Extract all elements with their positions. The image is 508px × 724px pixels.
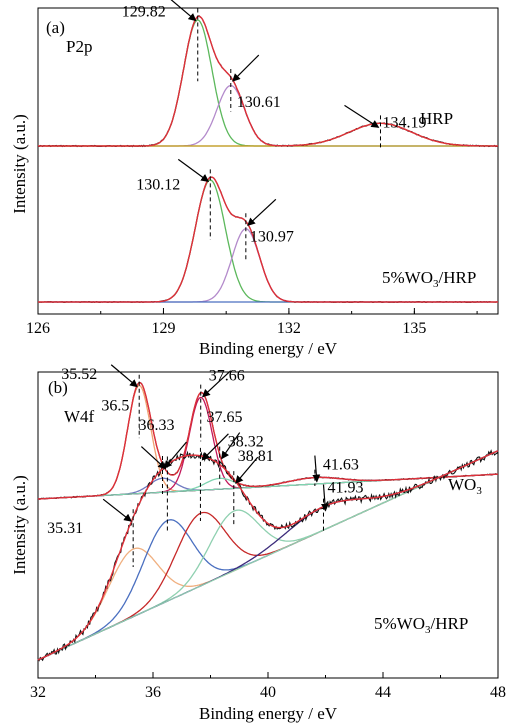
peak-label-37.66: 37.66 bbox=[209, 368, 245, 385]
peak-label-130.97: 130.97 bbox=[250, 228, 294, 245]
peak-arrow-130.97 bbox=[247, 198, 277, 226]
panel-b-annotations: 35.52 36.33 37.66 38.32 41.63 35.31 36.5 37.65 3… bbox=[47, 364, 363, 567]
background-line bbox=[45, 453, 491, 657]
x-tick-label: 129 bbox=[151, 320, 175, 337]
x-tick-label: 44 bbox=[375, 684, 391, 701]
panel-a: (a) P2p Intensity (a.u.) Binding energy … bbox=[10, 0, 499, 358]
peak-label-38.81: 38.81 bbox=[238, 448, 274, 465]
sample-label-wo3-hrp-a: 5%WO3/HRP bbox=[382, 268, 476, 290]
panel-a-core-level: P2p bbox=[66, 37, 92, 56]
peak-arrow-35.31 bbox=[102, 498, 132, 522]
panel-b-xlabel: Binding energy / eV bbox=[199, 704, 338, 723]
panel-b-label: (b) bbox=[48, 378, 68, 397]
x-tick-label: 32 bbox=[30, 684, 46, 701]
x-tick-label: 36 bbox=[145, 684, 161, 701]
peak-label-35.52: 35.52 bbox=[61, 366, 97, 383]
peak-label-35.31: 35.31 bbox=[47, 520, 83, 537]
peak-arrow-130.61 bbox=[232, 54, 260, 82]
peak-arrow-130.12 bbox=[177, 158, 210, 182]
peak-label-130.12: 130.12 bbox=[136, 176, 180, 193]
envelope-fit bbox=[38, 176, 498, 303]
peak-arrow-38.32 bbox=[221, 432, 241, 460]
x-tick-label: 132 bbox=[277, 320, 301, 337]
peak-arrow-41.63 bbox=[312, 455, 321, 483]
peak-arrow-41.93 bbox=[320, 484, 329, 512]
peak-arrow-36.33 bbox=[163, 441, 187, 469]
panel-b-curves bbox=[37, 381, 499, 662]
x-tick-label: 135 bbox=[402, 320, 426, 337]
sample-label-hrp: HRP bbox=[420, 109, 453, 128]
x-tick-label: 126 bbox=[26, 320, 50, 337]
peak-label-41.93: 41.93 bbox=[327, 480, 363, 497]
peak-arrow-38.81 bbox=[235, 456, 259, 484]
peak-label-130.61: 130.61 bbox=[237, 94, 281, 111]
envelope-fit bbox=[37, 450, 499, 661]
peak-label-41.63: 41.63 bbox=[323, 457, 359, 474]
panel-b-core-level: W4f bbox=[64, 407, 95, 426]
peak-label-36.5: 36.5 bbox=[101, 398, 129, 415]
panel-a-xlabel: Binding energy / eV bbox=[199, 339, 338, 358]
panel-a-label: (a) bbox=[46, 18, 65, 37]
peak-label-36.33: 36.33 bbox=[138, 417, 174, 434]
panel-a-x-ticks: 126 129 132 135 bbox=[26, 308, 478, 337]
peak-label-134.19: 134.19 bbox=[382, 114, 426, 131]
panel-a-ylabel: Intensity (a.u.) bbox=[10, 114, 29, 214]
panel-a-annotations: 129.82 130.61 134.19 130.12 130.97 bbox=[122, 0, 426, 262]
peak-arrow-129.82 bbox=[170, 0, 197, 22]
panel-b-ylabel: Intensity (a.u.) bbox=[10, 475, 29, 575]
sample-label-wo3: WO3 bbox=[448, 475, 482, 497]
peak-arrow-37.66 bbox=[201, 370, 232, 398]
peak-arrow-37.65 bbox=[201, 433, 229, 461]
panel-b: (b) W4f Intensity (a.u.) Binding energy … bbox=[10, 364, 506, 723]
peak-label-37.65: 37.65 bbox=[206, 409, 242, 426]
panel-a-curves bbox=[37, 15, 499, 304]
envelope-fit bbox=[37, 382, 498, 500]
panel-b-x-ticks: 32 36 40 44 48 bbox=[30, 672, 506, 701]
peak-arrow-36.5 bbox=[140, 446, 167, 470]
x-tick-label: 48 bbox=[490, 684, 506, 701]
panel-a-frame bbox=[37, 7, 499, 315]
x-tick-label: 40 bbox=[260, 684, 276, 701]
peak-arrow-134.19 bbox=[344, 104, 380, 128]
peak-label-38.32: 38.32 bbox=[228, 434, 264, 451]
sample-label-wo3-hrp-b: 5%WO3/HRP bbox=[374, 614, 468, 636]
envelope-fit bbox=[38, 15, 498, 147]
peak-arrow-35.52 bbox=[110, 364, 138, 388]
peak-label-129.82: 129.82 bbox=[122, 4, 166, 21]
